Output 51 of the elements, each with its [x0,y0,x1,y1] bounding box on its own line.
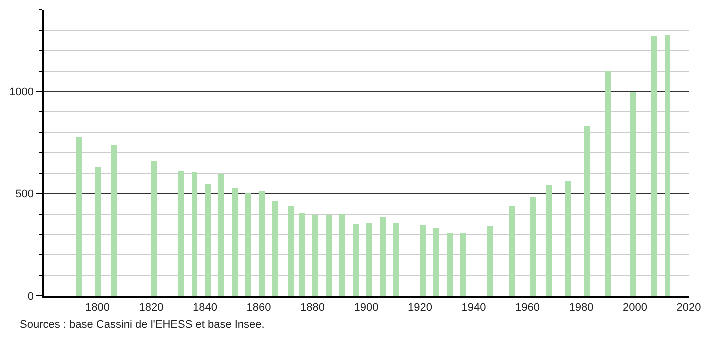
bar [447,233,453,296]
bar [178,171,184,296]
bar [192,172,197,296]
bar [665,35,670,296]
bar [546,185,552,296]
bar [288,206,294,296]
bar [232,188,238,296]
x-tick-label: 1860 [246,302,272,314]
bar [151,161,157,296]
bar [353,224,359,296]
bar [312,215,318,296]
bar [380,217,386,296]
x-tick-label: 2020 [676,302,702,314]
bar [509,206,515,296]
bar [299,213,305,296]
bar [460,233,466,296]
x-tick-label: 1820 [139,302,164,314]
bar [393,223,399,296]
x-tick-label: 1840 [193,302,218,314]
bar [630,92,636,296]
y-tick-label: 0 [28,290,34,303]
x-tick-label: 1800 [86,302,110,314]
x-tick-label: 1880 [300,302,325,314]
bar [95,167,101,296]
bar [487,226,493,296]
bar [272,201,278,296]
bar [76,137,82,296]
bar [651,36,657,296]
bar [584,126,590,296]
bar [259,191,265,296]
y-tick-label: 500 [16,188,34,201]
bar [218,174,224,296]
bar [245,193,251,296]
bar [339,214,345,296]
x-tick-label: 1940 [462,302,486,314]
x-tick-label: 1960 [516,302,540,314]
bar [111,145,117,296]
bar [530,197,536,296]
bar [205,184,211,296]
bar [366,223,372,296]
bar [565,181,571,296]
x-tick-label: 1980 [569,302,594,314]
bar [326,215,332,296]
x-tick-label: 1900 [354,302,379,314]
y-tick-label: 1000 [10,86,34,99]
source-note: Sources : base Cassini de l'EHESS et base Insee. [20,319,265,331]
bar [420,225,426,296]
bar [433,228,439,296]
x-tick-label: 1920 [408,302,432,314]
bar [605,71,611,296]
x-tick-label: 2000 [623,302,648,314]
